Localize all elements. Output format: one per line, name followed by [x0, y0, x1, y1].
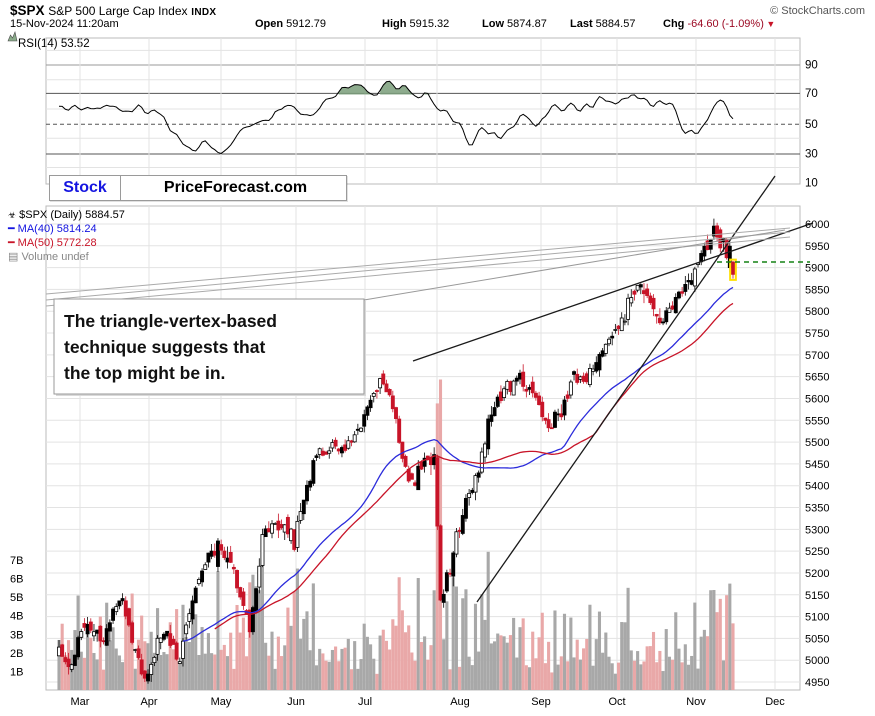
svg-text:6B: 6B — [10, 574, 23, 586]
svg-text:5450: 5450 — [805, 459, 829, 471]
svg-text:5900: 5900 — [805, 263, 829, 275]
svg-text:Mar: Mar — [71, 696, 90, 708]
svg-text:Apr: Apr — [140, 696, 157, 708]
svg-text:Oct: Oct — [608, 696, 625, 708]
svg-text:6000: 6000 — [805, 219, 829, 231]
svg-text:5950: 5950 — [805, 241, 829, 253]
svg-text:3B: 3B — [10, 629, 23, 641]
svg-text:5850: 5850 — [805, 284, 829, 296]
svg-text:4950: 4950 — [805, 677, 829, 689]
svg-text:May: May — [211, 696, 232, 708]
svg-text:5B: 5B — [10, 592, 23, 604]
svg-text:5000: 5000 — [805, 655, 829, 667]
svg-text:5550: 5550 — [805, 415, 829, 427]
svg-text:5250: 5250 — [805, 546, 829, 558]
svg-text:Jul: Jul — [358, 696, 372, 708]
svg-text:5200: 5200 — [805, 568, 829, 580]
svg-text:Dec: Dec — [765, 696, 785, 708]
svg-text:5100: 5100 — [805, 612, 829, 624]
svg-text:Sep: Sep — [531, 696, 551, 708]
svg-text:Aug: Aug — [450, 696, 470, 708]
svg-text:5500: 5500 — [805, 437, 829, 449]
svg-text:5350: 5350 — [805, 503, 829, 515]
svg-text:5050: 5050 — [805, 633, 829, 645]
svg-text:7B: 7B — [10, 555, 23, 567]
svg-text:4B: 4B — [10, 611, 23, 623]
svg-text:Nov: Nov — [686, 696, 706, 708]
svg-text:1B: 1B — [10, 666, 23, 678]
svg-text:Jun: Jun — [287, 696, 305, 708]
svg-text:2B: 2B — [10, 648, 23, 660]
svg-text:5300: 5300 — [805, 524, 829, 536]
svg-text:5400: 5400 — [805, 481, 829, 493]
svg-text:5150: 5150 — [805, 590, 829, 602]
